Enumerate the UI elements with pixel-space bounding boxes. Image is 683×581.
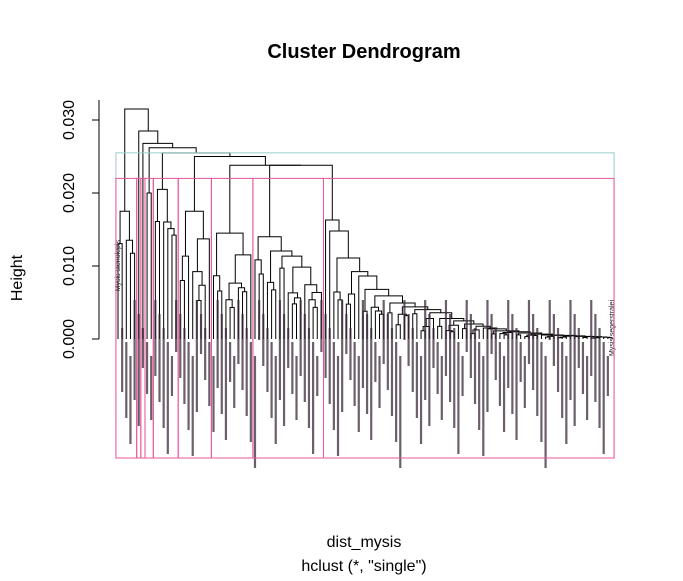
dendrogram-branch — [374, 310, 383, 339]
dendrogram-branch — [163, 221, 172, 339]
leaf-label: Mysis stenolepis — [115, 240, 122, 292]
cluster-rectangle — [177, 177, 212, 459]
dendrogram-branch — [156, 188, 168, 223]
dendrogram-tree — [117, 108, 613, 339]
cluster-rectangle — [322, 177, 615, 459]
dendrogram-branch — [374, 295, 403, 308]
dendrogram-branch — [312, 306, 318, 339]
cluster-rectangles — [115, 152, 615, 459]
dendrogram-branch — [429, 312, 453, 319]
x-axis-label: dist_mysis — [327, 534, 402, 551]
leaf-labels: Mysis stenolepis Mysis segerstralei — [115, 240, 616, 468]
dendrogram-branch — [167, 228, 175, 339]
y-tick-label: 0.000 — [61, 319, 78, 359]
dendrogram-branch — [395, 324, 401, 339]
dendrogram-branch — [582, 337, 588, 339]
dendrogram-branch — [281, 255, 303, 269]
y-axis-ticks: 0.000 0.010 0.020 0.030 — [61, 100, 99, 359]
y-tick-label: 0.010 — [61, 246, 78, 286]
dendrogram-branch — [146, 192, 152, 339]
dendrogram-branch — [333, 291, 341, 339]
x-axis-subtitle: hclust (*, "single") — [301, 558, 426, 575]
dendrogram-branch — [271, 289, 277, 339]
dendrogram-branch — [229, 306, 235, 339]
dendrogram-branch — [257, 236, 282, 260]
dendrogram-branch — [269, 164, 333, 237]
dendrogram-branch — [364, 288, 390, 312]
dendrogram-branch — [119, 210, 130, 244]
y-tick-label: 0.030 — [61, 100, 78, 140]
dendrogram-branch — [291, 303, 298, 339]
dendrogram-branch — [229, 164, 301, 234]
dendrogram-branch — [161, 152, 231, 190]
chart-title: Cluster Dendrogram — [267, 41, 460, 63]
dendrogram-branch — [184, 210, 204, 257]
dendrogram-branch — [437, 325, 443, 339]
dendrogram-branch — [292, 266, 312, 293]
dendrogram-branch — [124, 108, 149, 212]
dendrogram-branch — [228, 282, 242, 300]
dendrogram-branch — [148, 147, 197, 193]
y-tick-label: 0.020 — [61, 173, 78, 213]
dendrogram-branch — [125, 239, 134, 339]
y-axis-label: Height — [9, 254, 26, 301]
leaf-label: Mysis segerstralei — [609, 300, 616, 356]
dendrogram-branch — [336, 257, 361, 292]
dendrogram-branch — [181, 255, 190, 339]
